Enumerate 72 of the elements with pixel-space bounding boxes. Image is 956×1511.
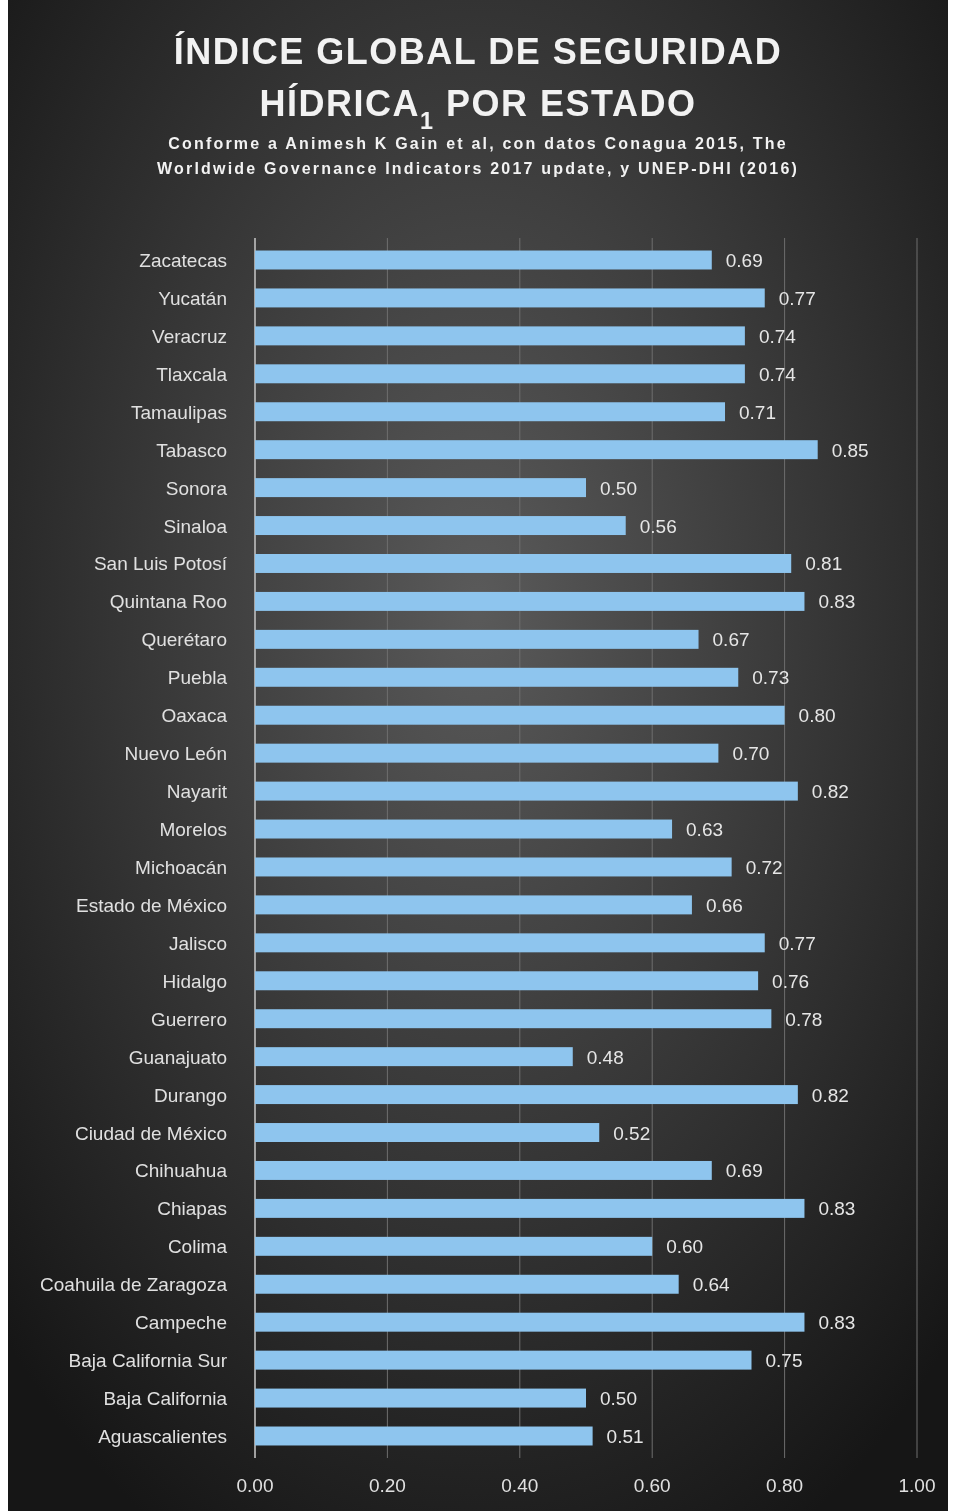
x-tick-label: 0.00: [236, 1475, 274, 1496]
y-tick-label: Coahuila de Zaragoza: [40, 1274, 228, 1296]
y-tick-label: Michoacán: [135, 856, 227, 878]
y-tick-label: Tabasco: [156, 439, 227, 461]
data-label: 0.83: [818, 591, 856, 613]
data-label: 0.66: [705, 894, 743, 916]
y-tick-label: Nuevo León: [124, 743, 227, 765]
y-tick-label: San Luis Potosí: [93, 553, 228, 575]
x-tick-label: 1.00: [898, 1475, 936, 1496]
data-label: 0.72: [745, 856, 783, 878]
data-label: 0.80: [798, 705, 836, 727]
data-label: 0.60: [666, 1236, 704, 1258]
data-label: 0.83: [818, 1312, 856, 1334]
y-tick-label: Yucatán: [158, 287, 227, 309]
data-label: 0.70: [732, 743, 770, 765]
data-label: 0.50: [600, 1388, 637, 1410]
data-label: 0.77: [778, 287, 816, 309]
data-label: 0.52: [613, 1122, 651, 1144]
data-label: 0.75: [765, 1350, 803, 1372]
data-label: 0.69: [725, 250, 763, 271]
data-label: 0.76: [772, 970, 810, 992]
x-tick-label: 0.60: [633, 1475, 671, 1496]
data-label: 0.74: [758, 363, 797, 385]
data-label: 0.82: [811, 781, 849, 803]
y-tick-label: Guerrero: [150, 1008, 227, 1030]
data-label: 0.50: [600, 477, 637, 499]
y-tick-label: Baja California: [103, 1388, 228, 1410]
data-label: 0.77: [778, 932, 816, 954]
y-tick-label: Tlaxcala: [156, 363, 228, 385]
y-tick-label: Morelos: [159, 819, 227, 841]
y-tick-label: Guanajuato: [128, 1046, 227, 1068]
data-label: 0.73: [752, 667, 790, 689]
y-tick-label: Sinaloa: [163, 515, 228, 537]
data-label: 0.67: [712, 629, 750, 651]
y-tick-label: Zacatecas: [139, 250, 227, 271]
data-label: 0.71: [739, 401, 776, 423]
y-tick-label: Puebla: [167, 667, 228, 689]
x-tick-label: 0.20: [368, 1475, 406, 1496]
data-label: 0.74: [758, 325, 797, 347]
y-tick-label: Oaxaca: [161, 705, 228, 727]
y-tick-label: Chihuahua: [135, 1160, 228, 1182]
data-label: 0.63: [686, 819, 724, 841]
chart-title: ÍNDICE GLOBAL DE SEGURIDAD HÍDRICA$_{1}$ POR ESTADO: [173, 31, 783, 134]
data-label: 0.56: [639, 515, 677, 537]
x-tick-label: 0.40: [501, 1475, 539, 1496]
y-tick-label: Ciudad de México: [74, 1122, 227, 1144]
data-label: 0.81: [805, 553, 843, 575]
data-label: 0.78: [785, 1008, 823, 1030]
y-tick-label: Colima: [167, 1236, 228, 1258]
y-tick-label: Veracruz: [152, 325, 227, 347]
data-label: 0.69: [725, 1160, 763, 1182]
data-label: 0.82: [811, 1084, 849, 1106]
data-label: 0.83: [818, 1198, 856, 1220]
y-tick-label: Jalisco: [168, 932, 227, 954]
y-tick-label: Quintana Roo: [109, 591, 227, 613]
y-tick-label: Querétaro: [141, 629, 227, 651]
y-tick-label: Sonora: [165, 477, 228, 499]
y-tick-label: Aguascalientes: [98, 1426, 227, 1447]
chart-subtitle: Conforme a Animesh K Gain et al, con datos Conagua 2015, The Worldwide Governance Indicators 2017 update, y UNEP-DHI (2016): [156, 135, 800, 177]
y-tick-label: Chiapas: [157, 1198, 227, 1220]
data-label: 0.85: [831, 439, 869, 461]
y-tick-label: Durango: [154, 1084, 227, 1106]
y-tick-label: Tamaulipas: [130, 401, 227, 423]
y-tick-label: Estado de México: [75, 894, 227, 916]
data-label: 0.48: [586, 1046, 624, 1068]
x-tick-label: 0.80: [766, 1475, 804, 1496]
data-label: 0.64: [692, 1274, 731, 1296]
y-tick-label: Nayarit: [166, 781, 228, 803]
data-label: 0.51: [606, 1426, 644, 1447]
y-tick-label: Campeche: [135, 1312, 227, 1334]
y-tick-label: Baja California Sur: [68, 1350, 228, 1372]
y-tick-label: Hidalgo: [162, 970, 227, 992]
